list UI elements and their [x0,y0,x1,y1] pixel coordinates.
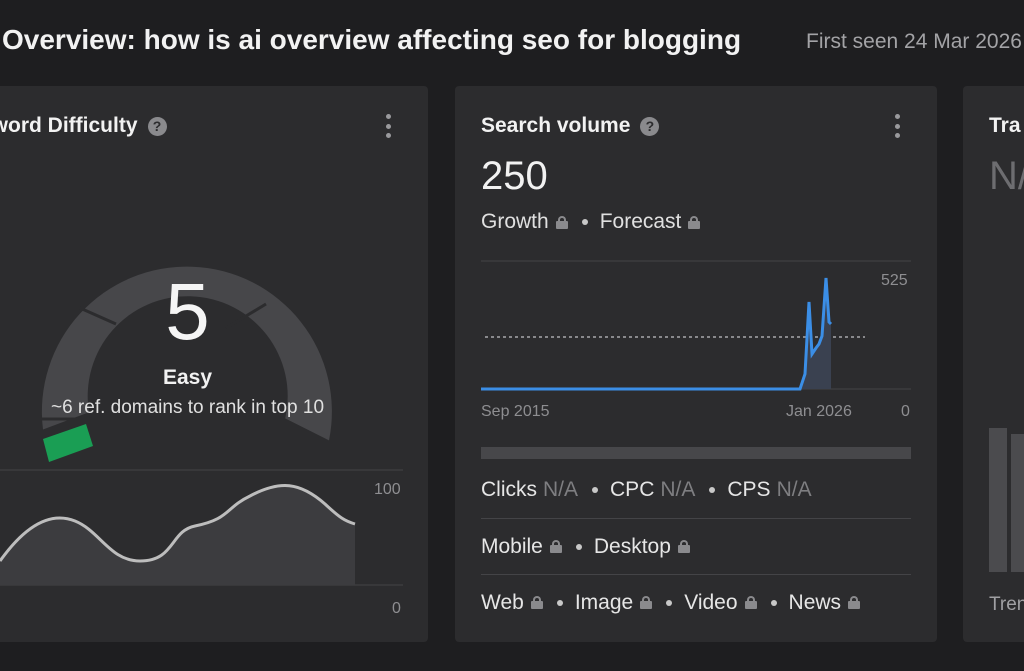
more-options-icon[interactable] [384,114,392,138]
search-volume-chart[interactable]: 525 0 Sep 2015 Jan 2026 [455,256,937,436]
gauge-track [41,266,332,441]
help-icon[interactable]: ? [147,116,167,136]
separator-dot [592,487,599,493]
separator-dot [666,599,673,606]
separator-dot [575,543,582,550]
separator-dot [556,599,563,606]
web-label: Web [481,590,524,614]
search-volume-card: Search volume ? 250 Growth Forecast 525 … [455,86,937,642]
axis-max-label: 100 [374,481,401,498]
page-title: Overview: how is ai overview affecting s… [2,24,742,55]
cpc-label: CPC [610,478,655,501]
search-volume-tags: Growth Forecast [481,210,701,234]
axis-max-label: 525 [881,272,908,289]
trend-area [0,485,355,585]
axis-min-label: 0 [392,600,401,617]
video-label: Video [684,590,738,614]
x-axis-end-label: Jan 2026 [786,403,852,420]
keyword-difficulty-card: yword Difficulty ? 5 Easy ~6 ref. domain… [0,86,428,642]
gauge-fill [43,424,93,462]
forecast-label: Forecast [599,210,682,233]
separator-dot [709,487,716,493]
more-options-icon[interactable] [893,114,901,138]
lock-icon [848,596,861,609]
traffic-value: N/ [989,154,1024,198]
volume-divider-bar [481,447,911,459]
traffic-title: Tra [989,114,1021,137]
traffic-card: Tra N/ Tren [963,86,1024,642]
header: Overview: how is ai overview affecting s… [0,0,1024,84]
keyword-difficulty-title-row: yword Difficulty ? [0,114,167,138]
mobile-label: Mobile [481,534,543,558]
news-label: News [788,590,842,614]
image-label: Image [574,590,634,614]
clicks-label: Clicks [481,478,537,501]
help-icon[interactable]: ? [640,116,660,136]
separator-dot [770,599,777,606]
traffic-footer-label: Tren [989,594,1024,615]
keyword-difficulty-subtitle: ~6 ref. domains to rank in top 10 [50,397,325,418]
lock-icon [677,540,690,553]
axis-min-label: 0 [901,403,910,420]
lock-icon [549,540,562,553]
difficulty-gauge [41,266,332,462]
search-volume-title: Search volume [481,114,631,137]
traffic-bar [989,428,1007,572]
cps-value: N/A [776,478,812,501]
lock-icon [555,215,568,229]
search-types-row: Web Image Video News [481,574,911,630]
trend-line [0,484,356,563]
traffic-bar [1011,434,1024,572]
clicks-value: N/A [543,478,579,501]
difficulty-trend-chart: 100 0 [0,469,403,617]
separator-dot [581,219,588,225]
volume-line [481,277,833,391]
lock-icon [530,596,543,609]
keyword-difficulty-value: 5 [165,267,210,356]
keyword-difficulty-level: Easy [162,366,213,389]
devices-row: Mobile Desktop [481,518,911,574]
cps-label: CPS [727,478,771,501]
search-volume-value: 250 [481,154,548,198]
growth-label: Growth [481,210,549,233]
desktop-label: Desktop [593,534,671,558]
keyword-difficulty-title: yword Difficulty [0,114,138,137]
search-volume-title-row: Search volume ? [481,114,660,138]
cpc-value: N/A [660,478,696,501]
volume-area [800,278,831,389]
first-seen-date: First seen 24 Mar 2026 [806,30,1022,53]
lock-icon [744,596,757,609]
metrics-row: Clicks N/A CPC N/A CPS N/A [481,462,911,518]
lock-icon [688,215,701,229]
gauge-divider [70,302,117,326]
x-axis-start-label: Sep 2015 [481,403,550,420]
lock-icon [640,596,653,609]
gauge-divider [225,302,267,330]
